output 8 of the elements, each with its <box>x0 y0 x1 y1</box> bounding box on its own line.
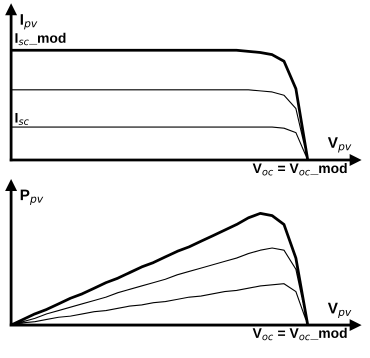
text: V$_{oc}$ = V$_{oc}$_mod <box>252 162 347 176</box>
y-axis-title: I$_{pv}$ <box>20 14 38 30</box>
y-axis-title: P$_{pv}$ <box>20 190 44 205</box>
annotation: I$_{sc}$ <box>15 112 29 125</box>
x-axis-title: V$_{pv}$ <box>328 302 352 318</box>
text: I$_{sc}$_mod <box>15 32 66 46</box>
x-axis-title: V$_{pv}$ <box>328 137 352 152</box>
text: V$_{oc}$ = V$_{oc}$_mod <box>252 328 347 340</box>
